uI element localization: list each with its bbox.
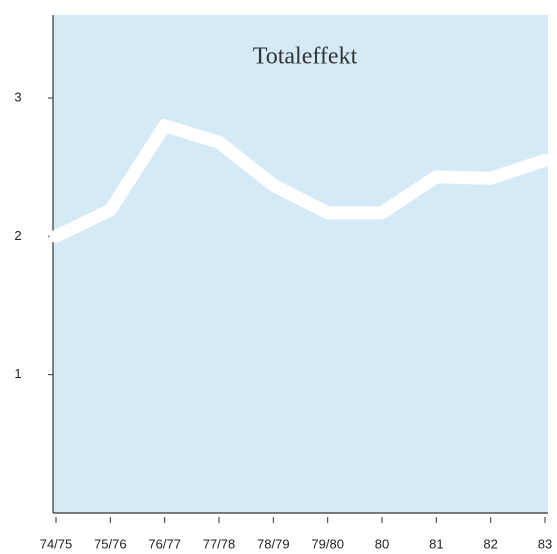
y-tick-label: 2 — [14, 228, 21, 243]
plot-area — [53, 15, 548, 513]
x-tick-label: 82 — [483, 536, 497, 551]
x-tick-label: 78/79 — [257, 536, 290, 551]
y-tick-label: 3 — [14, 89, 21, 104]
x-tick-label: 79/80 — [311, 536, 344, 551]
x-tick-label: 76/77 — [148, 536, 181, 551]
x-tick-label: 74/75 — [40, 536, 73, 551]
chart-title: Totaleffekt — [253, 44, 358, 70]
x-tick-label: 77/78 — [203, 536, 236, 551]
y-tick-label: 1 — [14, 366, 21, 381]
x-tick-label: 75/76 — [94, 536, 127, 551]
x-tick-label: 81 — [429, 536, 443, 551]
data-line — [49, 119, 552, 243]
x-tick-label: 83 — [538, 536, 552, 551]
x-tick-label: 80 — [375, 536, 389, 551]
